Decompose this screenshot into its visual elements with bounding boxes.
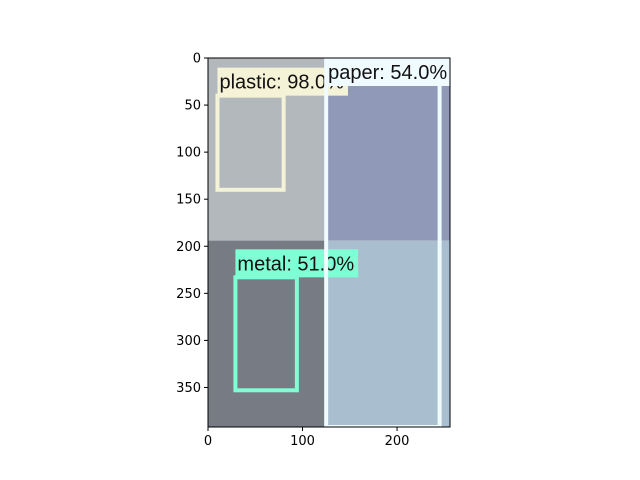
x-tick-label: 0 [204, 434, 212, 449]
y-tick-label: 100 [176, 146, 201, 161]
image-plot-area: plastic: 98.0% metal: 51.0% paper: 54.0% [208, 58, 450, 427]
y-tick-label: 350 [176, 381, 201, 396]
detection-label-paper: paper: 54.0% [326, 58, 450, 86]
bounding-box-paper [324, 58, 442, 427]
label-text: plastic: 98.0% [219, 72, 344, 94]
y-tick-label: 150 [176, 193, 201, 208]
detection-paper: paper: 54.0% [324, 58, 450, 427]
label-text: paper: 54.0% [328, 62, 447, 84]
x-axis: 0 100 200 [204, 427, 410, 449]
y-tick-label: 250 [176, 287, 201, 302]
label-background [235, 249, 359, 278]
x-tick-label: 200 [385, 434, 410, 449]
y-tick-label: 200 [176, 240, 201, 255]
detection-label-metal: metal: 51.0% [235, 249, 359, 278]
label-background [326, 58, 450, 86]
x-tick-label: 100 [290, 434, 315, 449]
y-tick-label: 0 [193, 52, 201, 67]
axes-frame [207, 57, 451, 428]
y-tick-label: 300 [176, 334, 201, 349]
y-tick-label: 50 [184, 99, 201, 114]
label-text: metal: 51.0% [237, 253, 354, 275]
y-axis: 0 50 100 150 200 250 300 350 [176, 52, 208, 396]
